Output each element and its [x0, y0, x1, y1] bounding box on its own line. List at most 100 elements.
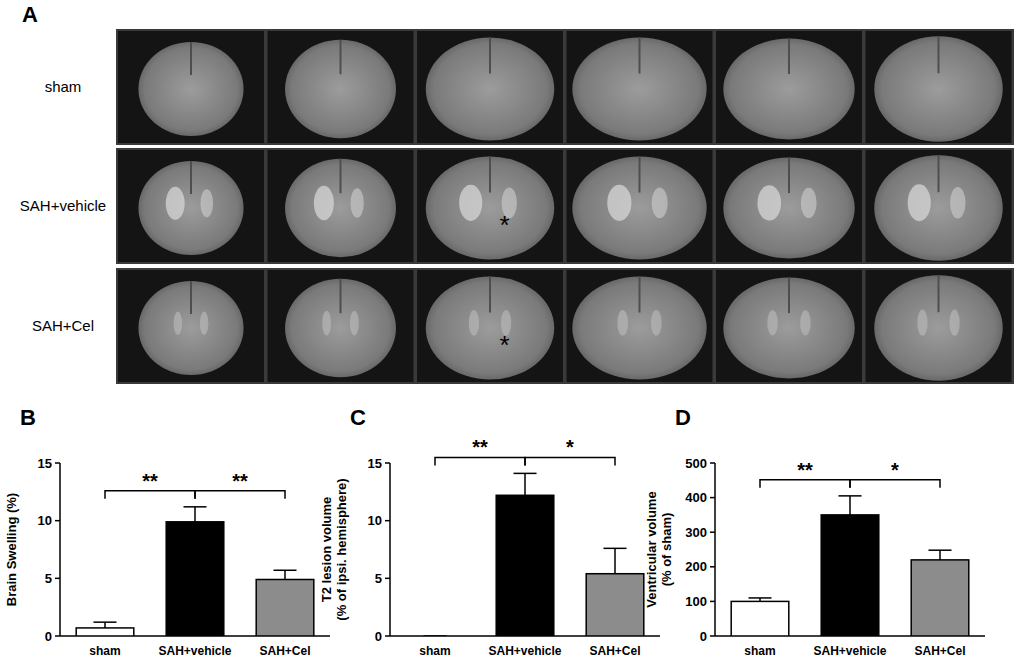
x-tick-label: SAH+Cel: [914, 644, 965, 658]
error-stem: [524, 473, 526, 495]
error-bar: [423, 636, 446, 637]
brain-section: [572, 156, 706, 259]
ventricle: [908, 184, 931, 221]
significance-bracket: [760, 480, 850, 488]
error-bar: [513, 473, 536, 495]
brain-section: [572, 37, 706, 140]
error-bar: [838, 496, 861, 515]
error-stem: [194, 507, 196, 522]
brain-section: [723, 39, 854, 140]
ventricle: [757, 185, 781, 220]
brain-section: [874, 275, 1002, 380]
y-tick: [710, 566, 715, 568]
y-tick: [710, 497, 715, 499]
significance-label: *: [891, 459, 899, 481]
y-tick: [385, 520, 390, 522]
brain-section: [138, 42, 243, 136]
error-cap: [183, 506, 206, 508]
error-bar: [603, 548, 626, 573]
midline: [639, 37, 641, 73]
x-tick-label: SAH+vehicle: [158, 644, 231, 658]
x-tick-label: SAH+Cel: [589, 644, 640, 658]
y-tick: [385, 635, 390, 637]
midline: [489, 156, 491, 192]
y-tick-label: 0: [375, 629, 382, 644]
y-axis: [389, 463, 391, 636]
mri-tile: [417, 150, 563, 262]
error-cap: [603, 548, 626, 550]
error-stem: [939, 550, 941, 560]
y-axis-label: Brain Swelling (%): [4, 493, 19, 606]
panel-label: A: [22, 2, 38, 27]
bar: [586, 574, 644, 636]
midline: [788, 39, 790, 74]
error-cap: [928, 549, 951, 551]
bar: [731, 601, 789, 636]
error-bar: [273, 570, 296, 579]
mri-tile: [866, 150, 1012, 262]
significance-label: *: [566, 436, 574, 458]
significance-bracket: [435, 457, 525, 465]
error-cap: [838, 495, 861, 497]
bars: [423, 473, 643, 636]
midline: [938, 155, 940, 192]
midline: [938, 36, 940, 73]
error-cap: [748, 597, 771, 599]
brain-section: [138, 281, 243, 375]
ventricle: [617, 310, 628, 336]
ventricle: [469, 310, 479, 336]
y-axis: [714, 463, 716, 636]
error-cap: [273, 570, 296, 572]
mri-tile: [118, 31, 264, 143]
ventricle: [607, 185, 631, 221]
y-tick: [710, 531, 715, 533]
row-label: SAH+vehicle: [20, 197, 106, 214]
bars: [731, 496, 969, 636]
y-tick-label: 300: [685, 525, 707, 540]
y-tick: [55, 462, 60, 464]
x-tick-label: SAH+Cel: [259, 644, 310, 658]
ventricle: [200, 189, 213, 217]
bars: [76, 507, 314, 636]
ventricle: [166, 187, 185, 220]
midline: [639, 276, 641, 312]
x-tick-label: SAH+vehicle: [813, 644, 886, 658]
midline: [190, 42, 192, 75]
bar: [166, 522, 224, 636]
y-tick-label: 200: [685, 559, 707, 574]
ventricle: [350, 188, 363, 218]
y-tick: [710, 601, 715, 603]
midline: [639, 156, 641, 192]
x-tick-label: sham: [89, 644, 120, 658]
ventricle: [322, 311, 331, 336]
ventricle: [767, 310, 778, 335]
error-cap: [93, 621, 116, 623]
image-row-bg: [116, 148, 1014, 264]
midline: [340, 279, 342, 313]
error-bar: [93, 622, 116, 628]
bar: [821, 515, 879, 636]
mri-tile: [716, 270, 862, 382]
midline: [340, 159, 342, 193]
mri-tile: [417, 270, 563, 382]
y-tick: [385, 462, 390, 464]
error-cap: [423, 635, 446, 636]
midline: [340, 40, 342, 74]
significance-label: **: [142, 470, 158, 492]
ventricle: [200, 312, 208, 336]
bar: [406, 635, 464, 636]
y-tick: [55, 578, 60, 580]
y-tick-label: 5: [375, 571, 382, 586]
y-tick: [710, 635, 715, 637]
mri-tile: [268, 31, 414, 143]
y-axis-label: (% of sham): [659, 513, 674, 587]
significance-label: **: [232, 470, 248, 492]
y-axis: [59, 463, 61, 636]
mri-tile: [716, 31, 862, 143]
brain-section: [285, 159, 396, 258]
midline: [489, 37, 491, 73]
bar: [76, 628, 134, 636]
y-tick: [385, 578, 390, 580]
midline: [788, 158, 790, 193]
image-marker: *: [500, 330, 510, 360]
